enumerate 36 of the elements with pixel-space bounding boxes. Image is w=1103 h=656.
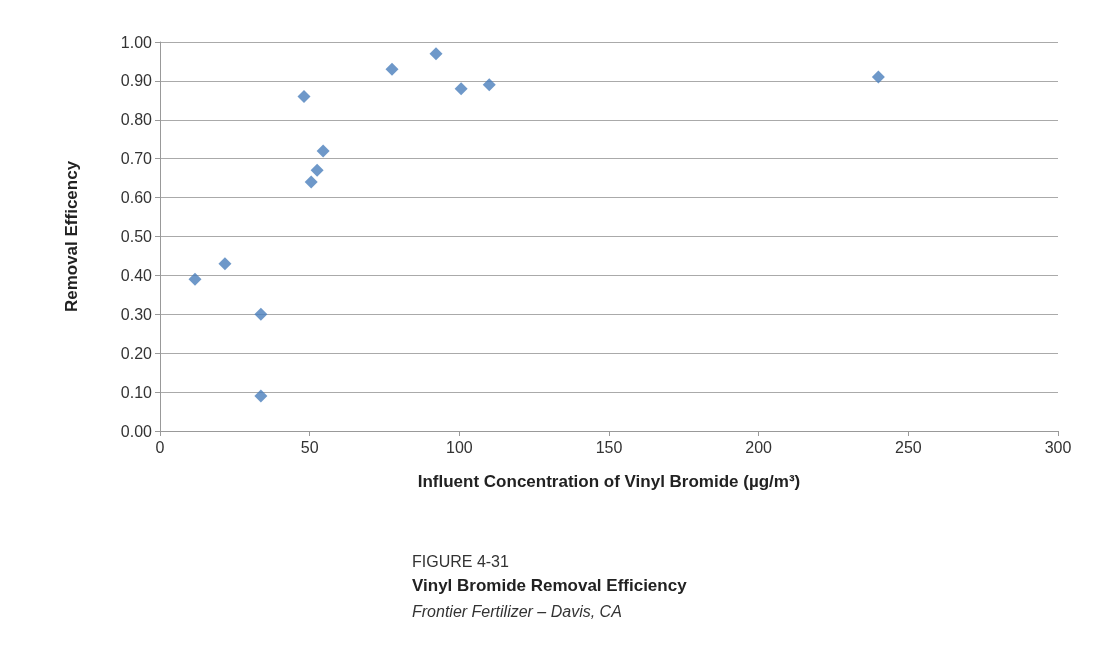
point	[254, 307, 268, 321]
point	[254, 389, 268, 403]
y-tick-label: 0.00	[120, 422, 153, 440]
y-tick-label: 0.30	[120, 305, 153, 323]
point	[454, 82, 468, 96]
text: Vinyl Bromide Removal Efficiency	[412, 576, 688, 595]
y-tick-label: 0.40	[120, 266, 153, 284]
point	[310, 163, 324, 177]
point	[297, 89, 311, 103]
y-tick-label: 0.60	[120, 189, 153, 207]
x-tick-label: 200	[745, 438, 773, 456]
point	[482, 78, 496, 92]
y-tick-label: 0.50	[120, 228, 153, 245]
y-tick-label: 0.70	[120, 150, 153, 168]
x-tick-label: 50	[300, 438, 319, 456]
point	[316, 144, 330, 158]
point	[188, 272, 202, 286]
point	[871, 70, 885, 84]
y-tick-label: 0.20	[120, 344, 153, 362]
x-tick-label: 250	[894, 438, 922, 456]
point	[304, 175, 318, 189]
x-tick-label: 0	[155, 438, 165, 456]
x-tick-label: 100	[445, 438, 473, 456]
caption: FIGURE 4-31	[412, 552, 510, 570]
point	[385, 62, 399, 76]
text: Frontier Fertilizer – Davis, CA	[412, 602, 622, 620]
y-axis-title: Removal Efficency	[62, 160, 81, 313]
x-tick-label: 150	[595, 438, 623, 456]
y-tick-label: 0.10	[120, 383, 153, 401]
point	[218, 257, 232, 271]
x-tick-label: 300	[1044, 438, 1072, 456]
y-tick-label: 0.80	[120, 111, 153, 129]
y-tick-label: 1.00	[120, 33, 153, 51]
x-axis-title: Influent Concentration of Vinyl Bromide (µg/m³)	[417, 472, 801, 491]
y-tick-label: 0.90	[120, 72, 153, 90]
point	[429, 47, 443, 61]
